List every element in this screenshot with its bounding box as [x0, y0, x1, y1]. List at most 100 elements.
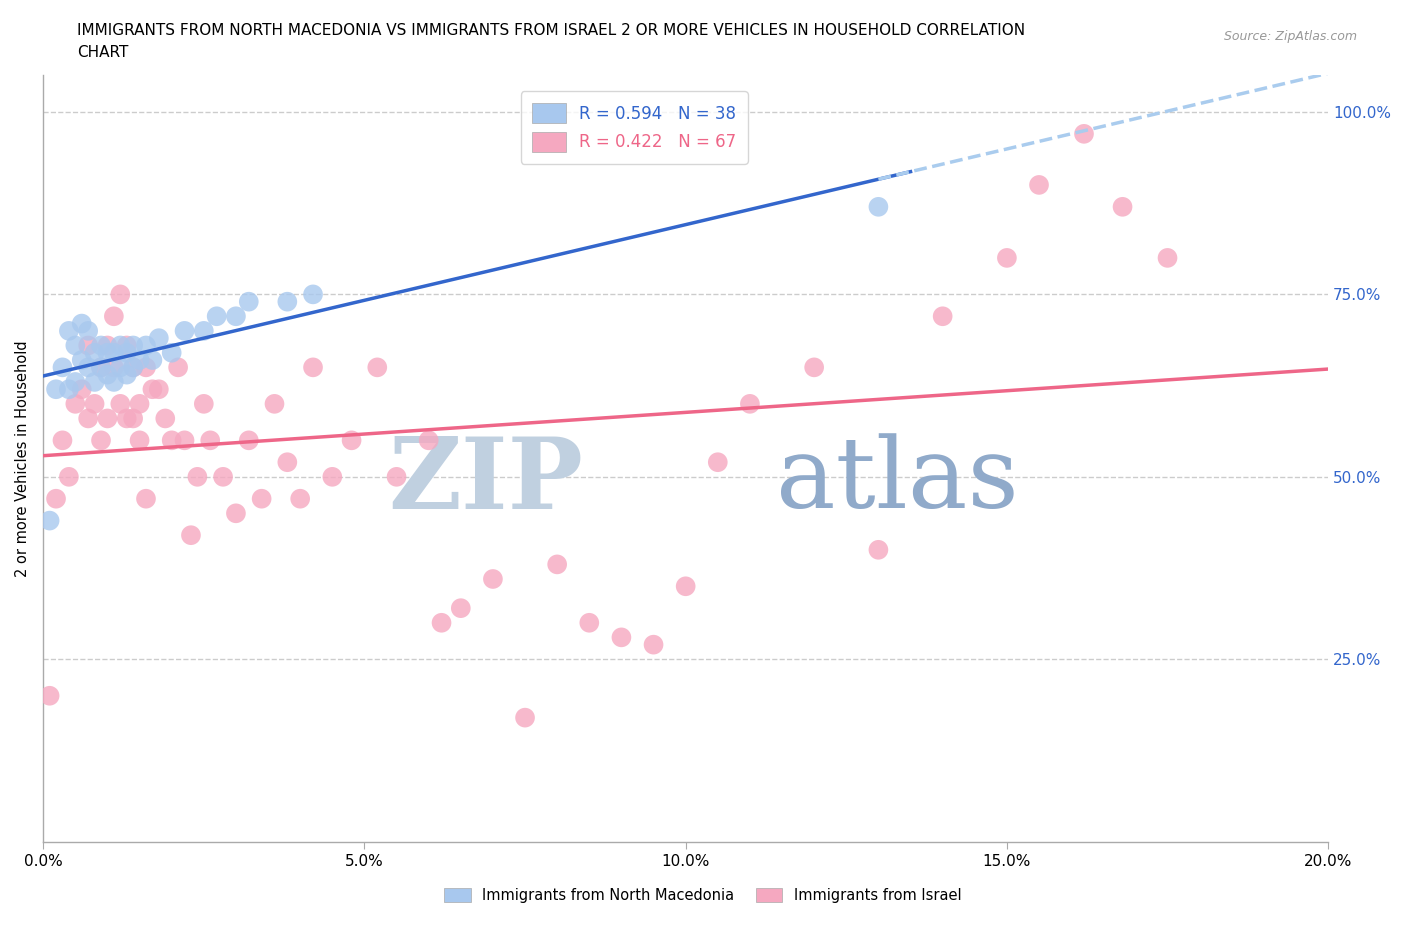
Point [430, 616, 453, 631]
Point [931, 309, 953, 324]
Point [1028, 178, 1050, 193]
Point [225, 309, 247, 324]
Point [110, 287, 132, 302]
Point [115, 367, 138, 382]
Point [90, 432, 112, 447]
Point [115, 338, 138, 352]
Point [83, 345, 105, 360]
Point [103, 345, 125, 360]
Point [868, 542, 890, 557]
Y-axis label: 2 or more Vehicles in Household: 2 or more Vehicles in Household [15, 340, 30, 577]
Point [38, 688, 60, 703]
Point [58, 470, 80, 485]
Point [173, 324, 195, 339]
Point [96, 338, 118, 352]
Point [58, 382, 80, 397]
Point [1156, 250, 1178, 265]
Point [546, 557, 568, 572]
Point [238, 294, 260, 309]
Point [302, 360, 325, 375]
Point [110, 338, 132, 352]
Point [707, 455, 730, 470]
Point [155, 411, 177, 426]
Point [135, 491, 157, 506]
Point [578, 616, 600, 631]
Point [513, 711, 536, 725]
Point [90, 360, 112, 375]
Point [122, 338, 145, 352]
Point [45, 382, 67, 397]
Point [51, 360, 73, 375]
Point [83, 396, 105, 411]
Point [128, 432, 150, 447]
Point [122, 360, 145, 375]
Point [110, 360, 132, 375]
Point [173, 432, 195, 447]
Point [366, 360, 388, 375]
Point [90, 360, 112, 375]
Point [70, 316, 93, 331]
Point [160, 432, 183, 447]
Point [482, 572, 505, 587]
Point [90, 338, 112, 352]
Point [193, 396, 215, 411]
Point [128, 396, 150, 411]
Point [675, 578, 697, 593]
Point [77, 324, 100, 339]
Point [96, 367, 118, 382]
Point [135, 338, 157, 352]
Point [77, 411, 100, 426]
Point [70, 352, 93, 367]
Point [160, 345, 183, 360]
Point [70, 382, 93, 397]
Point [103, 309, 125, 324]
Point [250, 491, 273, 506]
Point [115, 411, 138, 426]
Point [238, 432, 260, 447]
Point [212, 470, 235, 485]
Point [77, 360, 100, 375]
Point [65, 396, 87, 411]
Point [868, 199, 890, 214]
Point [186, 470, 208, 485]
Point [302, 287, 325, 302]
Point [738, 396, 761, 411]
Point [263, 396, 285, 411]
Point [65, 375, 87, 390]
Point [141, 352, 163, 367]
Point [180, 527, 202, 542]
Point [115, 345, 138, 360]
Point [83, 375, 105, 390]
Point [193, 324, 215, 339]
Point [122, 360, 145, 375]
Legend: Immigrants from North Macedonia, Immigrants from Israel: Immigrants from North Macedonia, Immigra… [439, 882, 967, 909]
Point [276, 294, 298, 309]
Point [200, 432, 222, 447]
Point [103, 360, 125, 375]
Point [321, 470, 343, 485]
Point [148, 382, 170, 397]
Point [148, 331, 170, 346]
Point [418, 432, 440, 447]
Point [1073, 126, 1095, 141]
Point [340, 432, 363, 447]
Point [803, 360, 825, 375]
Point [290, 491, 312, 506]
Point [450, 601, 472, 616]
Point [643, 637, 665, 652]
Point [38, 513, 60, 528]
Point [225, 506, 247, 521]
Point [96, 411, 118, 426]
Text: Source: ZipAtlas.com: Source: ZipAtlas.com [1223, 30, 1357, 43]
Point [167, 360, 190, 375]
Point [995, 250, 1018, 265]
Point [58, 324, 80, 339]
Point [610, 630, 633, 644]
Point [96, 345, 118, 360]
Point [51, 432, 73, 447]
Point [141, 382, 163, 397]
Point [122, 411, 145, 426]
Text: CHART: CHART [77, 45, 129, 60]
Point [276, 455, 298, 470]
Text: atlas: atlas [776, 433, 1018, 529]
